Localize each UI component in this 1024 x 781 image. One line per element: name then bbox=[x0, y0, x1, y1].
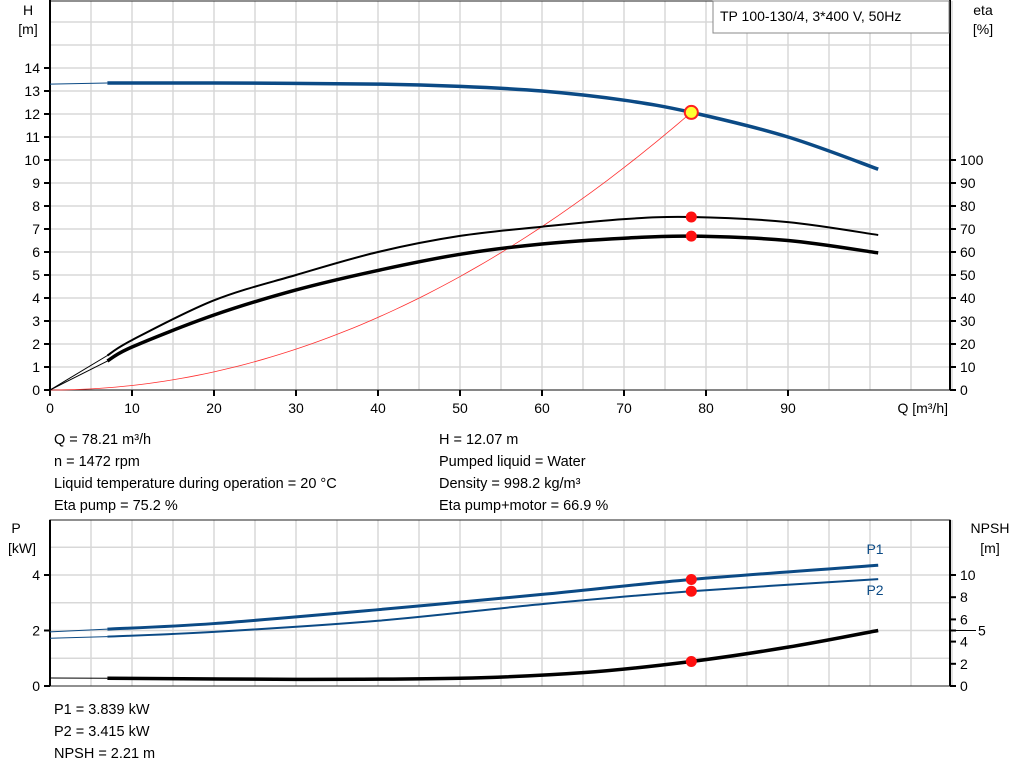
y-tick-label: 6 bbox=[32, 244, 40, 260]
operating-point-npsh bbox=[685, 655, 697, 667]
info-liquid: Pumped liquid = Water bbox=[439, 454, 586, 470]
h-curve bbox=[107, 81, 879, 171]
x-tick-label: 0 bbox=[46, 400, 54, 416]
chart-title: TP 100-130/4, 3*400 V, 50Hz bbox=[720, 8, 901, 24]
npsh-tick-label: 4 bbox=[960, 634, 968, 650]
npsh-tick-label: 0 bbox=[960, 678, 968, 694]
y-axis-label: H bbox=[23, 2, 33, 18]
y2-tick-label: 70 bbox=[960, 221, 976, 237]
eta-extension bbox=[49, 355, 108, 391]
info-bottom: P1 = 3.839 kW P2 = 3.415 kW NPSH = 2.21 … bbox=[54, 699, 155, 765]
y2-axis-unit: [%] bbox=[973, 21, 993, 37]
eta-pump-motor-curve bbox=[106, 234, 879, 363]
npsh-axis-label: NPSH bbox=[971, 520, 1010, 536]
operating-point-p1 bbox=[685, 573, 697, 585]
x-tick-label: 80 bbox=[698, 400, 714, 416]
x-tick-label: 30 bbox=[288, 400, 304, 416]
operating-point-eta-pump-motor bbox=[685, 230, 697, 242]
p2-label: P2 bbox=[866, 582, 883, 598]
eta-pm-extension bbox=[49, 360, 108, 391]
operating-point-h bbox=[683, 104, 699, 120]
y-axis-unit: [m] bbox=[18, 21, 37, 37]
npsh-tick-label: 6 bbox=[960, 611, 968, 627]
y-tick-label: 9 bbox=[32, 175, 40, 191]
y-tick-label: 8 bbox=[32, 198, 40, 214]
info-right: H = 12.07 m Pumped liquid = Water Densit… bbox=[439, 429, 608, 517]
info-h: H = 12.07 m bbox=[439, 432, 519, 448]
y-tick-label: 4 bbox=[32, 290, 40, 306]
info-q: Q = 78.21 m³/h bbox=[54, 432, 152, 448]
y2-tick-label: 50 bbox=[960, 267, 976, 283]
y-tick-label: 14 bbox=[24, 60, 40, 76]
y2-tick-label: 100 bbox=[960, 152, 984, 168]
p-tick-label: 0 bbox=[32, 678, 40, 694]
y2-tick-label: 20 bbox=[960, 336, 976, 352]
y-tick-label: 1 bbox=[32, 359, 40, 375]
npsh-tick-label: 5 bbox=[978, 623, 986, 639]
npsh-tick-label: 8 bbox=[960, 589, 968, 605]
npsh-curve bbox=[107, 628, 879, 682]
plot-frame bbox=[49, 0, 951, 391]
p1-curve-extension bbox=[49, 628, 108, 633]
eta-pump-curve bbox=[106, 215, 879, 357]
y-tick-label: 5 bbox=[32, 267, 40, 283]
x-tick-label: 40 bbox=[370, 400, 386, 416]
p2-curve-extension bbox=[49, 636, 108, 639]
y-tick-label: 0 bbox=[32, 382, 40, 398]
info-p2: P2 = 3.415 kW bbox=[54, 724, 150, 740]
operating-point-p2 bbox=[685, 585, 697, 597]
title-box bbox=[712, 0, 950, 34]
x-tick-label: 10 bbox=[124, 400, 140, 416]
y-tick-label: 12 bbox=[24, 106, 40, 122]
p-axis-unit: [kW] bbox=[8, 540, 36, 556]
y2-tick-label: 10 bbox=[960, 359, 976, 375]
system-curve bbox=[49, 111, 692, 391]
y-tick-label: 3 bbox=[32, 313, 40, 329]
y-tick-label: 2 bbox=[32, 336, 40, 352]
y2-tick-label: 40 bbox=[960, 290, 976, 306]
info-left: Q = 78.21 m³/h n = 1472 rpm Liquid tempe… bbox=[54, 429, 337, 517]
x-tick-label: 60 bbox=[534, 400, 550, 416]
info-eta-pump: Eta pump = 75.2 % bbox=[54, 498, 178, 514]
p-tick-label: 2 bbox=[32, 623, 40, 639]
operating-point-eta-pump bbox=[685, 211, 697, 223]
x-tick-label: 70 bbox=[616, 400, 632, 416]
y-tick-label: 10 bbox=[24, 152, 40, 168]
info-p1: P1 = 3.839 kW bbox=[54, 702, 150, 718]
info-npsh: NPSH = 2.21 m bbox=[54, 746, 156, 762]
npsh-tick-label: 2 bbox=[960, 656, 968, 672]
p-axis-label: P bbox=[11, 520, 20, 536]
p-tick-label: 4 bbox=[32, 567, 40, 583]
y2-tick-label: 90 bbox=[960, 175, 976, 191]
info-n: n = 1472 rpm bbox=[54, 454, 140, 470]
y2-tick-label: 0 bbox=[960, 382, 968, 398]
p1-curve bbox=[107, 563, 879, 631]
h-curve-extension bbox=[49, 82, 108, 85]
info-eta-pm: Eta pump+motor = 66.9 % bbox=[439, 498, 609, 514]
npsh-tick-label: 10 bbox=[960, 567, 976, 583]
p2-curve bbox=[107, 578, 879, 638]
p1-label: P1 bbox=[866, 541, 883, 557]
y-tick-label: 13 bbox=[24, 83, 40, 99]
x-tick-label: 20 bbox=[206, 400, 222, 416]
info-density: Density = 998.2 kg/m³ bbox=[439, 476, 581, 492]
y-tick-label: 11 bbox=[25, 129, 40, 145]
info-temp: Liquid temperature during operation = 20… bbox=[54, 476, 337, 492]
y2-tick-label: 80 bbox=[960, 198, 976, 214]
x-axis-label: Q [m³/h] bbox=[897, 400, 948, 416]
x-tick-label: 50 bbox=[452, 400, 468, 416]
npsh-axis-unit: [m] bbox=[980, 540, 999, 556]
x-tick-label: 90 bbox=[780, 400, 796, 416]
y-tick-label: 7 bbox=[32, 221, 40, 237]
y2-tick-label: 30 bbox=[960, 313, 976, 329]
y2-axis-label: eta bbox=[973, 2, 993, 18]
y2-tick-label: 60 bbox=[960, 244, 976, 260]
